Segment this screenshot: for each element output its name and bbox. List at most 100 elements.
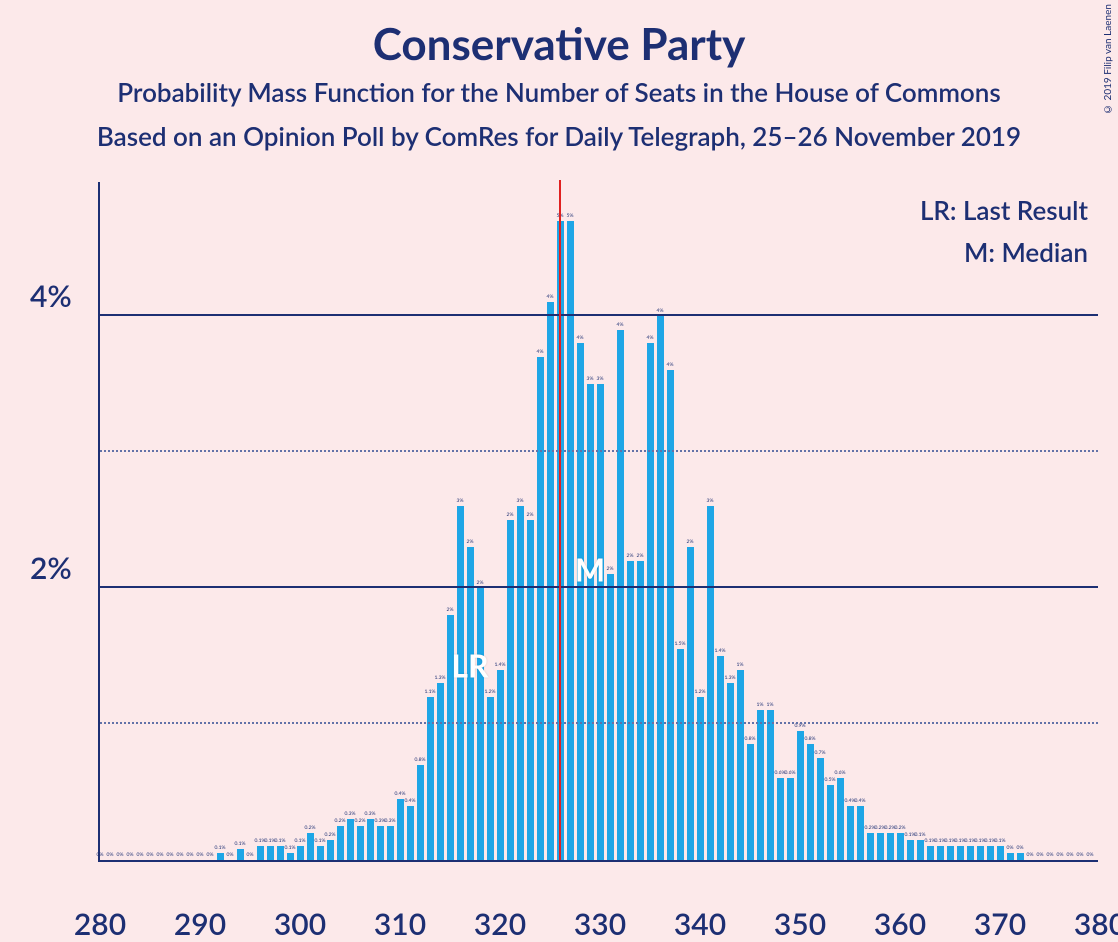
- bar-value-label: 1.4%: [495, 662, 506, 668]
- bar-value-label: 2%: [687, 539, 694, 545]
- bar-value-label: 0%: [107, 852, 114, 858]
- bar: 0.4%: [407, 806, 414, 860]
- bar: 0.2%: [307, 833, 314, 860]
- bar: 3%: [707, 506, 714, 860]
- bar: 0.1%: [237, 849, 244, 860]
- bar-value-label: 0.2%: [355, 818, 366, 824]
- bar: 0.1%: [997, 846, 1004, 860]
- bar-value-label: 0%: [1057, 852, 1064, 858]
- bar-value-label: 1%: [767, 702, 774, 708]
- x-axis-label: 320: [474, 906, 526, 942]
- bar: 0.1%: [277, 846, 284, 860]
- bar: 5%: [567, 221, 574, 860]
- bar: 1.4%: [717, 656, 724, 860]
- bar-value-label: 0%: [177, 852, 184, 858]
- bar-value-label: 0.3%: [345, 811, 356, 817]
- bar-value-label: 3%: [517, 498, 524, 504]
- bar-value-label: 2%: [467, 539, 474, 545]
- bar: 0.1%: [287, 853, 294, 860]
- bar-value-label: 0.1%: [285, 845, 296, 851]
- x-axis-label: 370: [974, 906, 1026, 942]
- bar-value-label: 1.5%: [675, 641, 686, 647]
- bar: 4%: [547, 302, 554, 860]
- bar-value-label: 0%: [147, 852, 154, 858]
- bar-value-label: 0.1%: [315, 838, 326, 844]
- x-axis-label: 310: [374, 906, 426, 942]
- x-axis-label: 290: [174, 906, 226, 942]
- x-axis-label: 300: [274, 906, 326, 942]
- bar: 0.1%: [937, 846, 944, 860]
- bar-value-label: 0%: [1067, 852, 1074, 858]
- bar: 0.1%: [987, 846, 994, 860]
- bar: 2%: [607, 574, 614, 860]
- bar-value-label: 0.1%: [295, 838, 306, 844]
- bar: 2%: [527, 520, 534, 860]
- bar: 2%: [507, 520, 514, 860]
- bar-value-label: 0.1%: [995, 838, 1006, 844]
- bar: 4%: [617, 330, 624, 860]
- bar-value-label: 0%: [1087, 852, 1094, 858]
- bar-value-label: 2%: [447, 607, 454, 613]
- chart-title: Conservative Party: [0, 0, 1118, 70]
- marker-lr-label: LR: [451, 645, 488, 684]
- chart-source: Based on an Opinion Poll by ComRes for D…: [0, 120, 1118, 152]
- bar-value-label: 0%: [197, 852, 204, 858]
- bar: 0.2%: [877, 833, 884, 860]
- x-axis-label: 350: [774, 906, 826, 942]
- bar-value-label: 4%: [667, 362, 674, 368]
- bar: 0.1%: [267, 846, 274, 860]
- bar: 4%: [657, 316, 664, 860]
- bar: 4%: [537, 357, 544, 860]
- copyright-text: © 2019 Filip van Laenen: [1102, 4, 1114, 115]
- bar-value-label: 1.3%: [435, 675, 446, 681]
- bar: 0.3%: [387, 826, 394, 860]
- bar: 0.6%: [777, 778, 784, 860]
- bar-value-label: 0%: [117, 852, 124, 858]
- bar: 0.2%: [337, 826, 344, 860]
- bar: 0.6%: [787, 778, 794, 860]
- bar-value-label: 3%: [597, 376, 604, 382]
- bar-value-label: 2%: [607, 566, 614, 572]
- bar: 0.2%: [327, 840, 334, 860]
- bar-value-label: 0.1%: [915, 832, 926, 838]
- bar-value-label: 4%: [647, 335, 654, 341]
- bar-value-label: 0.2%: [305, 825, 316, 831]
- bar-value-label: 3%: [457, 498, 464, 504]
- bar-value-label: 4%: [577, 335, 584, 341]
- marker-m-label: M: [575, 550, 605, 589]
- bar: 3%: [597, 384, 604, 860]
- bar-value-label: 0%: [207, 852, 214, 858]
- bar: 0.4%: [857, 806, 864, 860]
- bar-value-label: 4%: [537, 349, 544, 355]
- bar: 0%: [1007, 853, 1014, 860]
- bar-value-label: 0.8%: [745, 736, 756, 742]
- bar: 4%: [577, 343, 584, 860]
- bar-value-label: 4%: [617, 322, 624, 328]
- bar: 2%: [477, 588, 484, 860]
- bar-value-label: 0%: [1077, 852, 1084, 858]
- bar-value-label: 1.2%: [695, 689, 706, 695]
- bar: 4%: [667, 370, 674, 860]
- bar: 0.8%: [747, 744, 754, 860]
- bar-value-label: 0.1%: [275, 838, 286, 844]
- bar: 0.4%: [397, 799, 404, 860]
- bar: 0.1%: [297, 846, 304, 860]
- bar-value-label: 2%: [637, 553, 644, 559]
- bar: 2%: [467, 547, 474, 860]
- bar-value-label: 0%: [1027, 852, 1034, 858]
- bar-value-label: 0.1%: [215, 845, 226, 851]
- bar-value-label: 1%: [737, 662, 744, 668]
- bar-value-label: 0%: [97, 852, 104, 858]
- bar-value-label: 2%: [627, 553, 634, 559]
- bar-value-label: 0.6%: [785, 770, 796, 776]
- chart-subtitle: Probability Mass Function for the Number…: [0, 76, 1118, 108]
- bar-value-label: 0.8%: [805, 736, 816, 742]
- bar: 0.7%: [817, 758, 824, 860]
- bar: 1%: [767, 710, 774, 860]
- gridline-solid: [100, 314, 1098, 316]
- bar-value-label: 0.5%: [825, 777, 836, 783]
- bar: 4%: [647, 343, 654, 860]
- bar: 3%: [517, 506, 524, 860]
- bar: 0.1%: [257, 846, 264, 860]
- bar-value-label: 0.1%: [235, 841, 246, 847]
